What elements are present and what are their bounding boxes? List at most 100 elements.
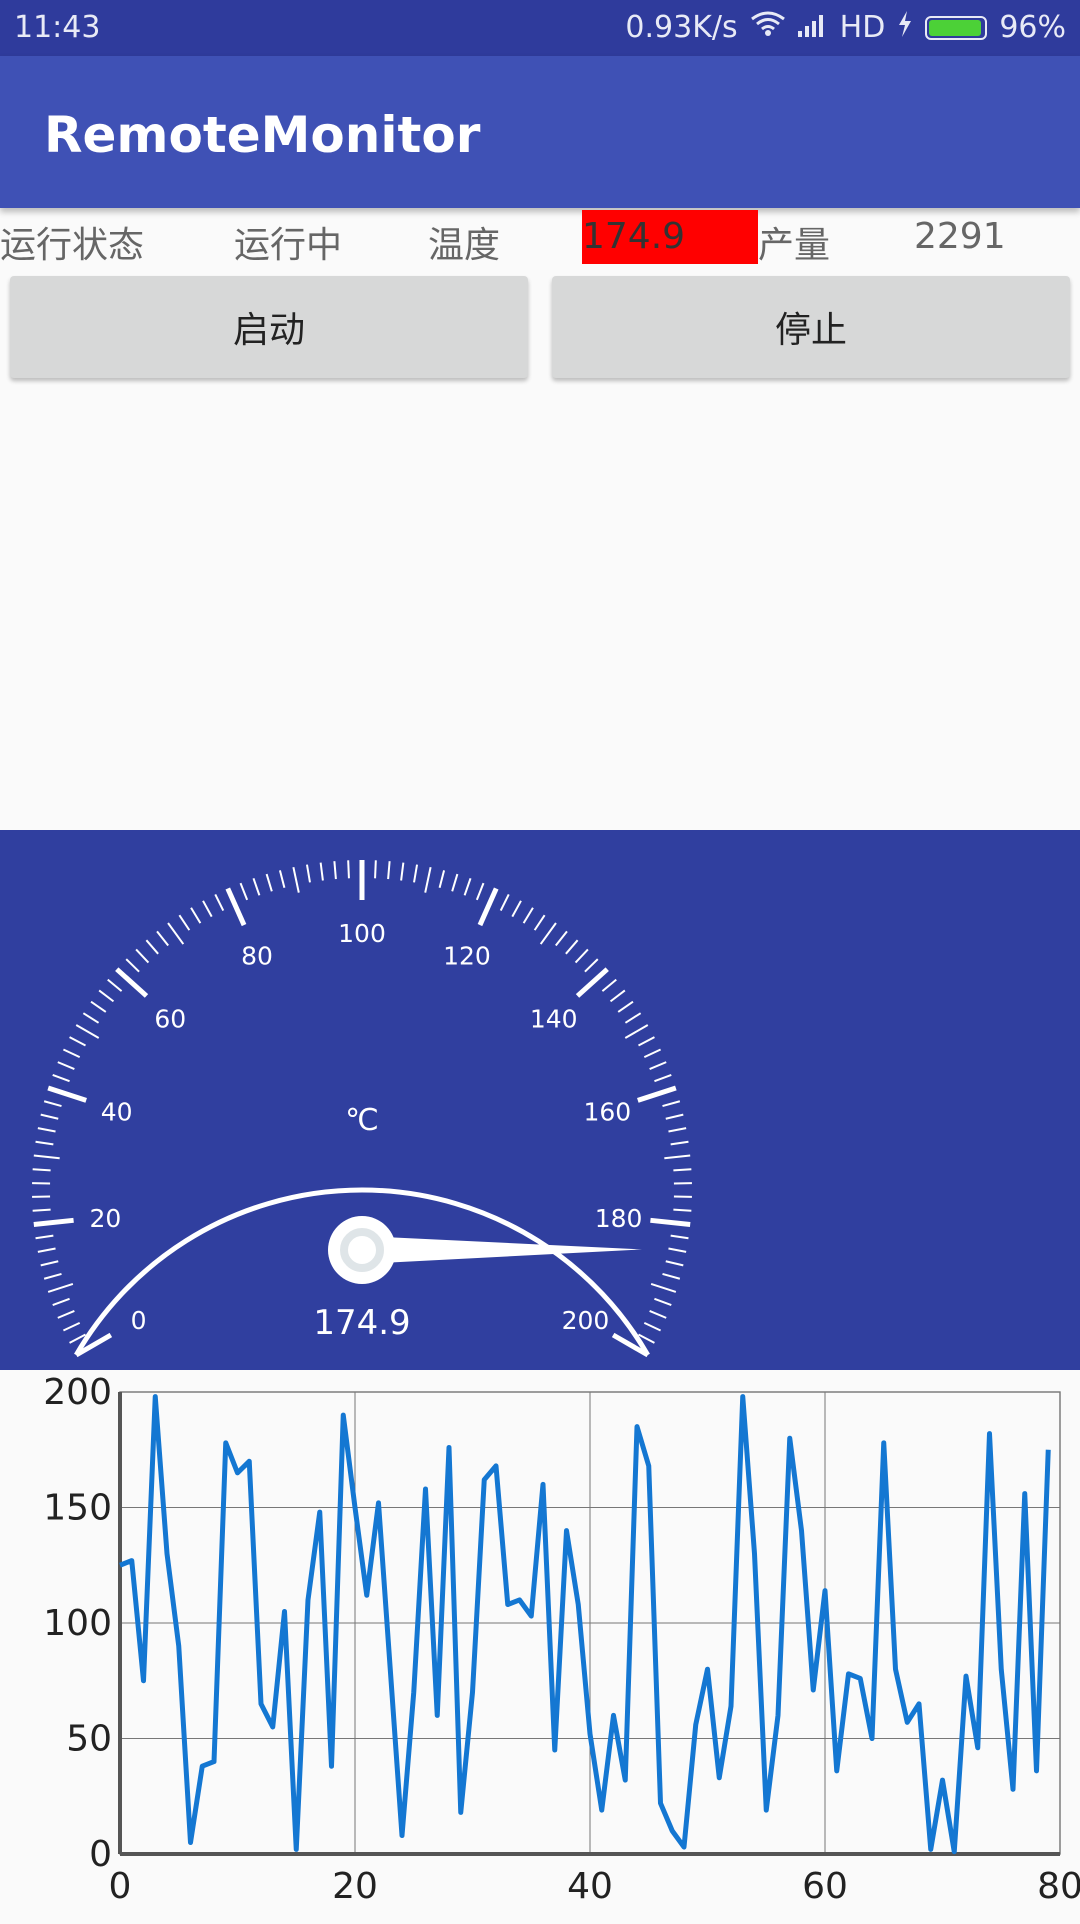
gauge-minor-tick (63, 1049, 79, 1057)
gauge-minor-tick (33, 1169, 51, 1170)
gauge-minor-tick (91, 1002, 106, 1012)
gauge-minor-tick (425, 867, 430, 892)
gauge-minor-tick (668, 1248, 686, 1251)
signal-icon (798, 10, 828, 45)
info-row: 运行状态 运行中 温度 174.9 产量 2291 (0, 210, 1080, 264)
app-bar: RemoteMonitor (0, 56, 1080, 208)
gauge-minor-tick (38, 1128, 56, 1131)
gauge-minor-tick (654, 1075, 671, 1081)
gauge-tick-label: 200 (562, 1306, 610, 1335)
x-tick-label: 80 (1037, 1866, 1080, 1907)
network-type: HD (840, 10, 886, 45)
run-state-value: 运行中 (234, 216, 342, 268)
gauge-minor-tick (307, 865, 310, 883)
gauge-minor-tick (58, 1062, 75, 1069)
x-tick-label: 20 (332, 1866, 378, 1907)
gauge-major-tick (650, 1220, 690, 1224)
gauge-minor-tick (650, 1062, 667, 1069)
battery-percent: 96% (999, 10, 1066, 45)
output-value: 2291 (914, 216, 1006, 257)
gauge-minor-tick (48, 1284, 73, 1292)
gauge-minor-tick (401, 863, 403, 881)
gauge-minor-tick (203, 901, 212, 917)
gauge-minor-tick (673, 1169, 691, 1170)
gauge-hub (328, 1216, 396, 1284)
gauge-minor-tick (638, 1037, 654, 1045)
gauge-major-tick (34, 1220, 74, 1224)
gauge-minor-tick (477, 883, 484, 900)
gauge-minor-tick (146, 940, 158, 954)
gauge-minor-tick (576, 949, 588, 962)
gauge-minor-tick (673, 1210, 691, 1211)
gauge-minor-tick (650, 1311, 667, 1318)
gauge-minor-tick (99, 990, 113, 1001)
gauge-minor-tick (70, 1037, 86, 1045)
gauge-minor-tick (666, 1115, 684, 1119)
temperature-value: 174.9 (582, 210, 758, 264)
gauge-minor-tick (501, 894, 509, 910)
status-right: 0.93K/s HD 96% (625, 10, 1066, 45)
gauge-minor-tick (654, 1299, 671, 1305)
wifi-icon (750, 10, 786, 45)
gauge-major-tick (480, 889, 496, 926)
gauge-minor-tick (53, 1299, 70, 1305)
y-tick-label: 50 (66, 1719, 112, 1760)
gauge-tick-label: 40 (101, 1097, 133, 1126)
gauge-minor-tick (414, 865, 417, 883)
start-button[interactable]: 启动 (10, 276, 528, 378)
gauge-minor-tick (33, 1210, 51, 1211)
gauge-tick-label: 100 (338, 919, 386, 948)
gauge-tick-label: 140 (530, 1004, 578, 1033)
gauge-minor-tick (671, 1142, 689, 1145)
gauge-minor-tick (44, 1101, 61, 1106)
gauge-minor-tick (375, 860, 376, 878)
status-time: 11:43 (14, 10, 100, 45)
y-tick-label: 200 (43, 1372, 112, 1413)
gauge-value: 174.9 (313, 1303, 410, 1343)
gauge-tick-label: 120 (443, 941, 491, 970)
gauge-minor-tick (253, 878, 259, 895)
output-label: 产量 (758, 216, 830, 268)
gauge-major-tick (117, 969, 147, 996)
gauge-minor-tick (566, 940, 578, 954)
gauge-minor-tick (267, 874, 272, 891)
gauge-minor-tick (452, 874, 457, 891)
gauge-minor-tick (334, 861, 336, 879)
gauge-tick-label: 60 (154, 1004, 186, 1033)
gauge-minor-tick (524, 908, 533, 923)
x-tick-label: 60 (802, 1866, 848, 1907)
gauge-minor-tick (41, 1115, 59, 1119)
gauge-minor-tick (241, 883, 248, 900)
gauge-minor-tick (465, 878, 471, 895)
charging-icon (897, 10, 913, 45)
gauge-minor-tick (126, 959, 139, 972)
stop-button[interactable]: 停止 (552, 276, 1070, 378)
gauge-minor-tick (36, 1236, 54, 1239)
gauge-minor-tick (191, 908, 200, 923)
gauge-minor-tick (36, 1142, 54, 1145)
gauge-minor-tick (644, 1049, 660, 1057)
net-speed: 0.93K/s (625, 10, 737, 45)
gauge-minor-tick (280, 870, 284, 887)
gauge-minor-tick (535, 915, 545, 930)
gauge-tick-label: 0 (131, 1306, 147, 1335)
run-state-label: 运行状态 (0, 216, 144, 268)
gauge-minor-tick (76, 1025, 99, 1038)
gauge-minor-tick (293, 867, 298, 892)
gauge-major-tick (228, 889, 244, 926)
x-tick-label: 0 (109, 1866, 132, 1907)
gauge-tick-label: 180 (595, 1204, 643, 1233)
gauge-minor-tick (541, 923, 556, 944)
gauge-minor-tick (179, 915, 189, 930)
gauge-minor-tick (585, 959, 598, 972)
gauge-minor-tick (671, 1236, 689, 1239)
gauge-minor-tick (625, 1013, 640, 1023)
gauge-major-tick (48, 1088, 86, 1100)
gauge-minor-tick (108, 980, 122, 991)
gauge-minor-tick (618, 1002, 633, 1012)
gauge-minor-tick (215, 894, 223, 910)
gauge-minor-tick (348, 860, 349, 878)
